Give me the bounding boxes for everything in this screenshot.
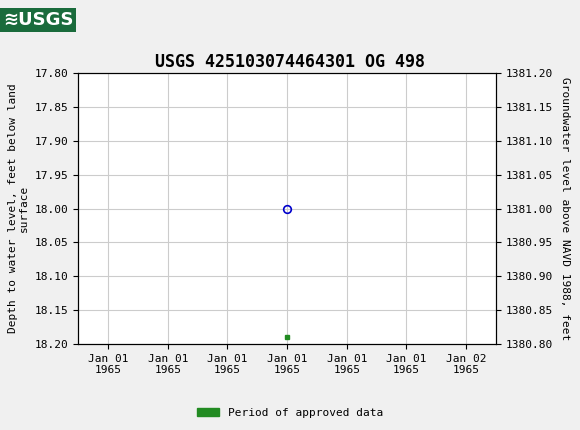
- Y-axis label: Depth to water level, feet below land
surface: Depth to water level, feet below land su…: [8, 84, 29, 333]
- Text: ≋USGS: ≋USGS: [3, 11, 74, 29]
- Y-axis label: Groundwater level above NAVD 1988, feet: Groundwater level above NAVD 1988, feet: [560, 77, 570, 340]
- Text: USGS 425103074464301 OG 498: USGS 425103074464301 OG 498: [155, 53, 425, 71]
- Legend: Period of approved data: Period of approved data: [193, 403, 387, 422]
